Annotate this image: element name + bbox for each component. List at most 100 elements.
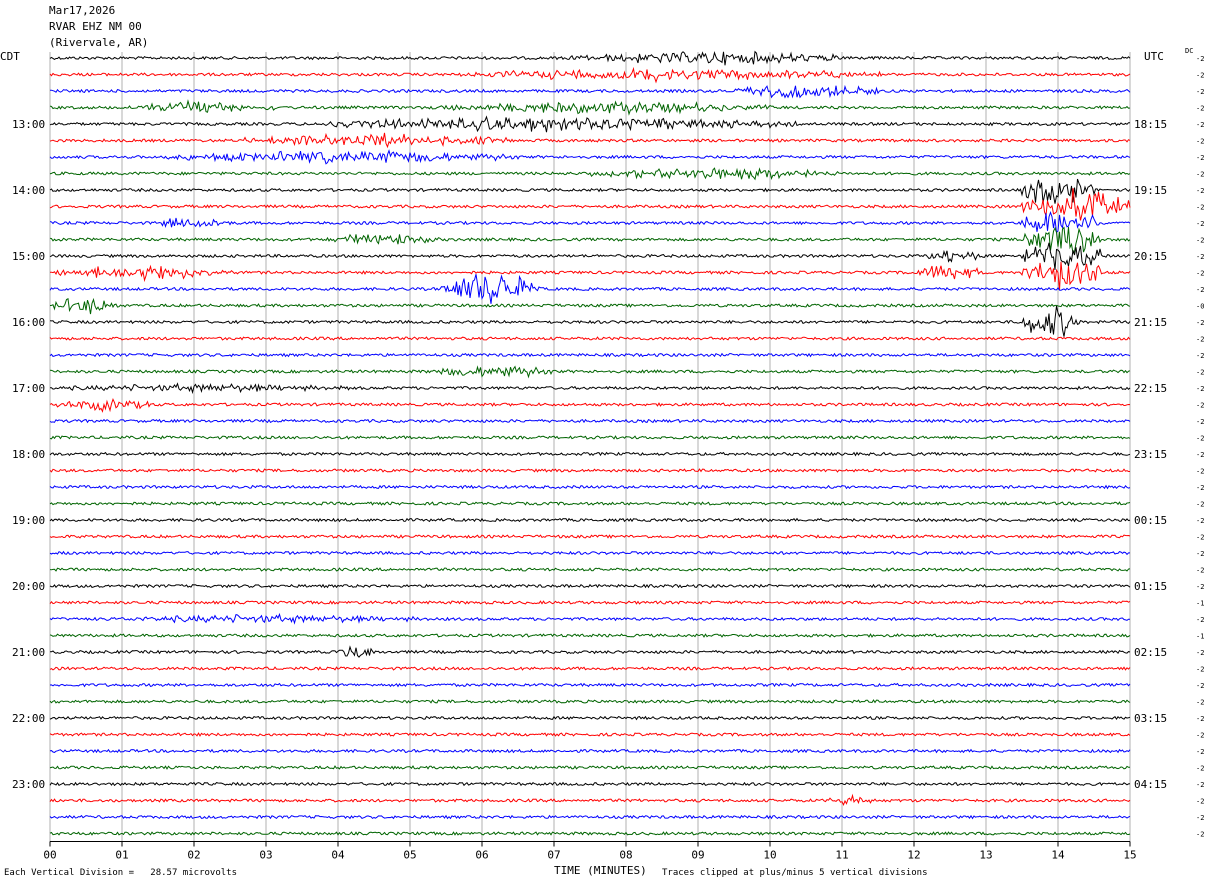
x-tick-label-13: 13 bbox=[979, 849, 992, 862]
dc-offset-9: -2 bbox=[1196, 204, 1204, 212]
plot-date: Mar17,2026 bbox=[49, 4, 116, 17]
right-hour-label-19:15: 19:15 bbox=[1134, 184, 1167, 197]
dc-offset-3: -2 bbox=[1196, 105, 1204, 113]
trace-23 bbox=[49, 435, 1131, 440]
trace-14 bbox=[49, 274, 1131, 304]
dc-offset-12: -2 bbox=[1196, 253, 1204, 261]
trace-19 bbox=[49, 365, 1131, 379]
dc-offset-34: -2 bbox=[1196, 616, 1204, 624]
dc-offset-15: -0 bbox=[1196, 303, 1204, 311]
right-hour-label-21:15: 21:15 bbox=[1134, 316, 1167, 329]
trace-13 bbox=[49, 261, 1131, 291]
dc-offset-13: -2 bbox=[1196, 270, 1204, 278]
dc-offset-30: -2 bbox=[1196, 550, 1204, 558]
station-code: RVAR EHZ NM 00 bbox=[49, 20, 142, 33]
dc-offset-24: -2 bbox=[1196, 451, 1204, 459]
x-tick-label-15: 15 bbox=[1123, 849, 1136, 862]
dc-offset-43: -2 bbox=[1196, 765, 1204, 773]
x-tick-label-06: 06 bbox=[475, 849, 488, 862]
trace-43 bbox=[49, 765, 1130, 770]
right-hour-label-00:15: 00:15 bbox=[1134, 514, 1167, 527]
trace-20 bbox=[49, 382, 1131, 395]
left-hour-label-15:00: 15:00 bbox=[12, 250, 45, 263]
dc-offset-23: -2 bbox=[1196, 435, 1204, 443]
dc-offset-4: -2 bbox=[1196, 121, 1204, 129]
dc-offset-0: -2 bbox=[1196, 55, 1204, 63]
station-location: (Rivervale, AR) bbox=[49, 36, 149, 49]
trace-41 bbox=[49, 732, 1131, 737]
trace-0 bbox=[49, 50, 1131, 66]
dc-offset-41: -2 bbox=[1196, 732, 1204, 740]
dc-offset-28: -2 bbox=[1196, 517, 1204, 525]
dc-offset-33: -1 bbox=[1196, 600, 1204, 608]
left-hour-label-19:00: 19:00 bbox=[12, 514, 45, 527]
x-tick-label-05: 05 bbox=[403, 849, 416, 862]
trace-1 bbox=[49, 66, 1131, 84]
trace-26 bbox=[49, 484, 1131, 490]
dc-offset-21: -2 bbox=[1196, 402, 1204, 410]
trace-8 bbox=[49, 178, 1131, 204]
dc-offset-22: -2 bbox=[1196, 418, 1204, 426]
left-hour-label-14:00: 14:00 bbox=[12, 184, 45, 197]
dc-offset-47: -2 bbox=[1196, 831, 1204, 839]
trace-5 bbox=[49, 132, 1131, 149]
trace-22 bbox=[49, 418, 1131, 424]
dc-offset-1: -2 bbox=[1196, 72, 1204, 80]
trace-17 bbox=[49, 336, 1131, 341]
left-hour-label-17:00: 17:00 bbox=[12, 382, 45, 395]
dc-offset-20: -2 bbox=[1196, 385, 1204, 393]
x-tick-label-04: 04 bbox=[331, 849, 345, 862]
left-hour-label-16:00: 16:00 bbox=[12, 316, 45, 329]
trace-10 bbox=[49, 210, 1131, 234]
dc-offset-42: -2 bbox=[1196, 748, 1204, 756]
dc-offset-39: -2 bbox=[1196, 699, 1204, 707]
dc-offset-35: -1 bbox=[1196, 633, 1204, 641]
dc-offset-37: -2 bbox=[1196, 666, 1204, 674]
trace-38 bbox=[49, 682, 1131, 688]
trace-9 bbox=[49, 188, 1131, 221]
left-hour-label-21:00: 21:00 bbox=[12, 646, 45, 659]
left-hour-label-18:00: 18:00 bbox=[12, 448, 45, 461]
right-hour-label-22:15: 22:15 bbox=[1134, 382, 1167, 395]
trace-36 bbox=[50, 645, 1131, 658]
trace-35 bbox=[49, 633, 1131, 638]
trace-37 bbox=[49, 666, 1131, 671]
x-tick-label-01: 01 bbox=[115, 849, 128, 862]
trace-28 bbox=[49, 517, 1131, 523]
dc-offset-46: -2 bbox=[1196, 814, 1204, 822]
x-tick-label-12: 12 bbox=[907, 849, 920, 862]
dc-offset-27: -2 bbox=[1196, 501, 1204, 509]
dc-offset-26: -2 bbox=[1196, 484, 1204, 492]
trace-25 bbox=[49, 468, 1130, 473]
trace-16 bbox=[49, 305, 1131, 337]
trace-46 bbox=[49, 814, 1131, 820]
clip-note: Traces clipped at plus/minus 5 vertical … bbox=[662, 868, 928, 878]
dc-offset-38: -2 bbox=[1196, 682, 1204, 690]
trace-3 bbox=[49, 99, 1131, 116]
trace-21 bbox=[49, 397, 1131, 413]
left-hour-label-23:00: 23:00 bbox=[12, 778, 45, 791]
trace-2 bbox=[49, 84, 1131, 99]
trace-11 bbox=[49, 226, 1131, 254]
right-hour-label-02:15: 02:15 bbox=[1134, 646, 1167, 659]
dc-offset-11: -2 bbox=[1196, 237, 1204, 245]
left-hour-label-22:00: 22:00 bbox=[12, 712, 45, 725]
right-hour-label-23:15: 23:15 bbox=[1134, 448, 1167, 461]
x-tick-label-14: 14 bbox=[1051, 849, 1065, 862]
x-tick-label-00: 00 bbox=[43, 849, 56, 862]
left-hour-label-20:00: 20:00 bbox=[12, 580, 45, 593]
trace-30 bbox=[49, 550, 1130, 556]
trace-7 bbox=[49, 167, 1131, 181]
x-tick-label-10: 10 bbox=[763, 849, 776, 862]
trace-47 bbox=[49, 831, 1131, 836]
trace-42 bbox=[49, 748, 1131, 754]
trace-39 bbox=[49, 699, 1131, 704]
x-tick-label-02: 02 bbox=[187, 849, 200, 862]
dc-offset-31: -2 bbox=[1196, 567, 1204, 575]
x-tick-label-11: 11 bbox=[835, 849, 848, 862]
dc-offset-16: -2 bbox=[1196, 319, 1204, 327]
dc-offset-17: -2 bbox=[1196, 336, 1204, 344]
dc-offset-29: -2 bbox=[1196, 534, 1204, 542]
dc-offset-10: -2 bbox=[1196, 220, 1204, 228]
trace-6 bbox=[49, 149, 1131, 165]
